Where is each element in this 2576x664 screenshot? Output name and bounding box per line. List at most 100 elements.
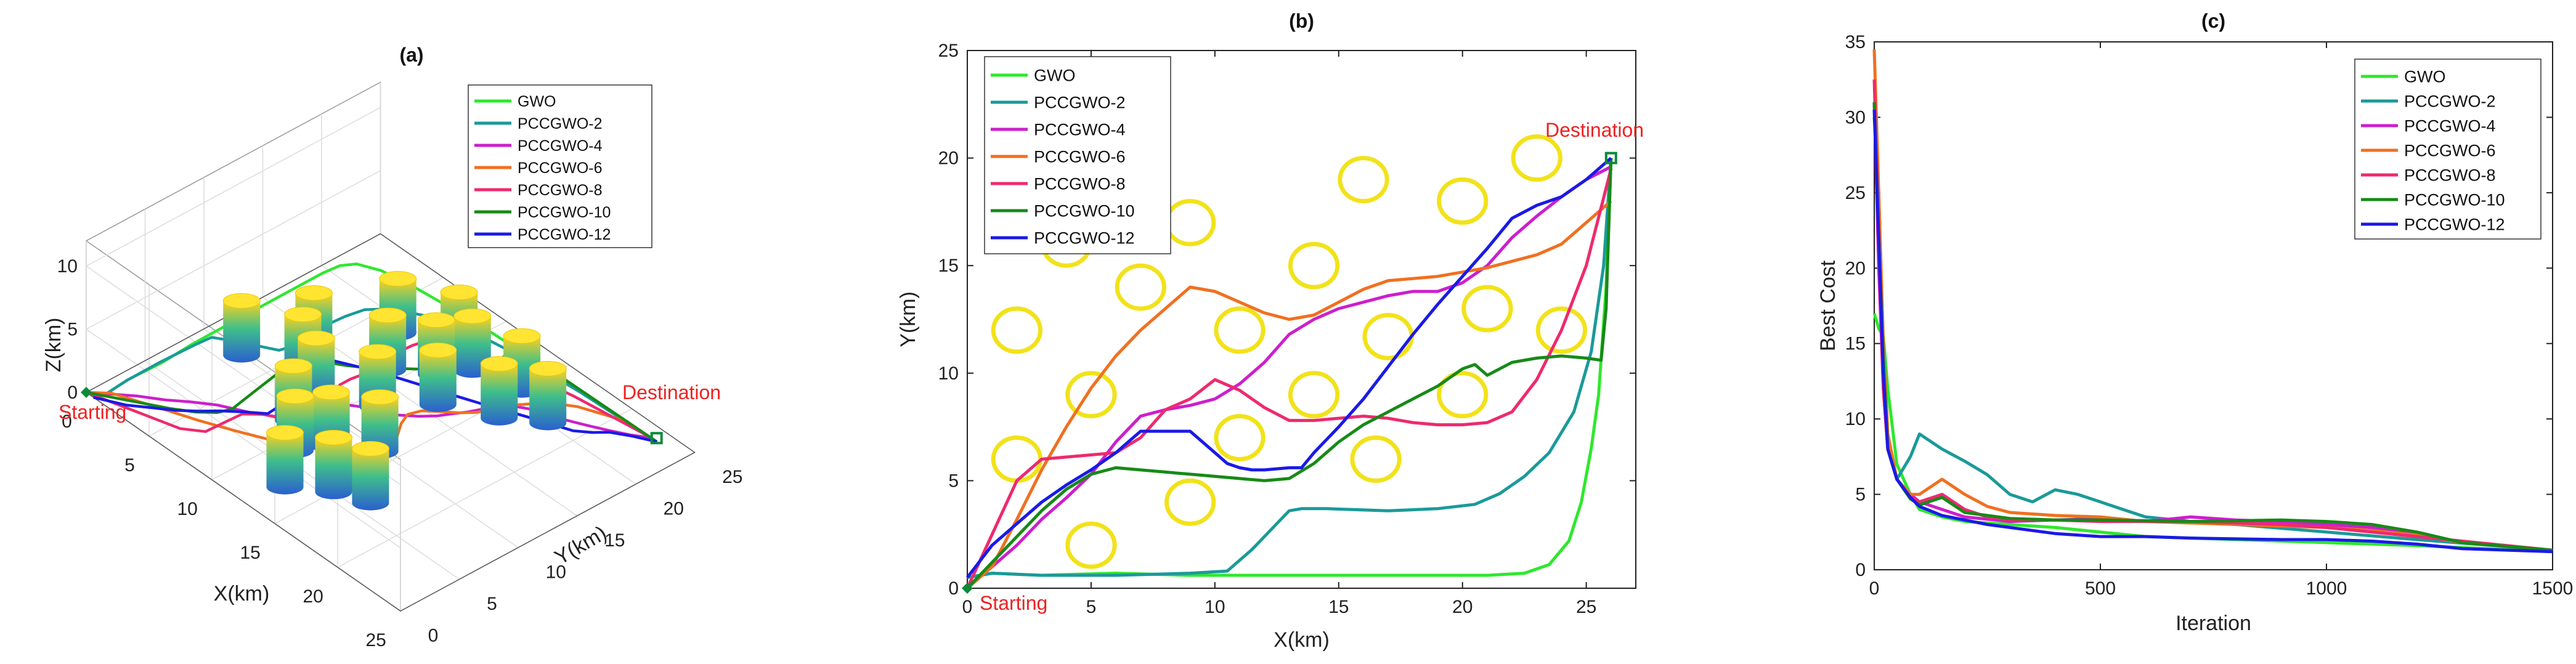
y-tick-label: 10 [1845, 409, 1866, 429]
cylinder-top [222, 293, 261, 309]
cylinder-body [529, 368, 567, 431]
obstacle [1214, 414, 1266, 461]
legend-box [984, 56, 1171, 254]
cylinder-body [352, 448, 389, 511]
obstacle-cylinder [222, 293, 261, 363]
x-tick-label: 500 [2085, 578, 2116, 599]
x-tick-label: 15 [240, 543, 260, 563]
cylinder-body [481, 363, 518, 426]
y-tick-label: 15 [604, 530, 625, 551]
legend-label-pccgwo-4: PCCGWO-4 [518, 137, 603, 155]
z-tick-label: 0 [67, 383, 78, 403]
z-tick-label: 5 [67, 320, 78, 340]
cylinder-top [440, 285, 478, 301]
legend-label-pccgwo-6: PCCGWO-6 [2404, 142, 2496, 160]
y-tick-label: 25 [938, 41, 959, 61]
panel-a-3d-path-chart: 0 5 10 15 20 25 0 5 10 15 20 25 0 5 10 X(km) Y(km) Z(km) (… [42, 44, 742, 650]
y-tick-label: 20 [938, 148, 959, 169]
cylinder-top [312, 384, 351, 400]
legend-label-pccgwo-12: PCCGWO-12 [2404, 216, 2505, 234]
obstacle [1437, 177, 1489, 225]
legend-label-pccgwo-12: PCCGWO-12 [1034, 229, 1135, 248]
cylinder-top [351, 440, 389, 456]
grid-line [337, 408, 632, 568]
y-tick-label: 30 [1845, 107, 1866, 128]
x-tick-label: 10 [177, 499, 197, 519]
cylinder-body [223, 301, 261, 363]
x-tick-label: 25 [365, 630, 386, 650]
cylinder-top [276, 388, 314, 404]
obstacle [1338, 156, 1389, 203]
legend-label-pccgwo-8: PCCGWO-8 [1034, 175, 1126, 193]
y-axis-label: Y(km) [896, 291, 920, 347]
legend-label-pccgwo-8: PCCGWO-8 [518, 182, 603, 199]
y-tick-label: 20 [664, 498, 684, 519]
y-tick-label: 35 [1845, 32, 1866, 52]
cylinder-top [266, 425, 304, 441]
x-tick-label: 1000 [2306, 578, 2347, 599]
obstacle-cylinder [529, 360, 567, 431]
grid-line [86, 107, 381, 267]
obstacle-cylinder [266, 425, 304, 495]
cylinder-top [284, 306, 322, 322]
y-tick-label: 25 [1845, 183, 1866, 203]
cylinder-top [379, 271, 417, 287]
y-tick-label: 10 [938, 363, 959, 384]
obstacle [1115, 263, 1166, 311]
legend-box [468, 84, 652, 248]
x-tick-label: 20 [303, 586, 323, 607]
obstacle [1214, 306, 1266, 354]
legend-label-gwo: GWO [2404, 68, 2446, 86]
cylinder-top [417, 312, 455, 328]
cylinder-top [453, 308, 492, 324]
x-tick-label: 5 [1086, 597, 1097, 617]
y-tick-label: 25 [722, 467, 742, 487]
legend-label-pccgwo-4: PCCGWO-4 [2404, 117, 2496, 136]
obstacle [1065, 521, 1117, 569]
x-tick-label: 0 [62, 411, 72, 432]
x-tick-label: 0 [1869, 578, 1880, 599]
legend-label-pccgwo-2: PCCGWO-2 [518, 115, 603, 132]
y-tick-label: 15 [938, 256, 959, 276]
legend-label-pccgwo-6: PCCGWO-6 [1034, 148, 1126, 166]
x-tick-label: 15 [1328, 597, 1349, 617]
y-axis-label: Best Cost [1816, 260, 1840, 351]
grid-line [86, 170, 381, 330]
series-pccgwo-4 [966, 165, 1612, 589]
destination-marker [650, 432, 663, 445]
destination-label: Destination [1545, 119, 1644, 141]
series-pccgwo-2 [967, 158, 1613, 579]
legend-label-pccgwo-8: PCCGWO-8 [2404, 166, 2496, 185]
legend-label-pccgwo-12: PCCGWO-12 [518, 226, 611, 243]
x-axis-label: X(km) [1274, 628, 1330, 652]
chart-title: (b) [1289, 10, 1314, 32]
legend-label-pccgwo-10: PCCGWO-10 [1034, 202, 1135, 221]
cylinder-top [297, 330, 335, 346]
cylinder-top [480, 356, 518, 372]
z-axis-label: Z(km) [42, 318, 65, 373]
y-tick-label: 5 [487, 594, 497, 614]
cylinder-body [419, 350, 457, 412]
series-pccgwo-12 [966, 156, 1612, 579]
x-tick-label: 0 [962, 597, 973, 617]
x-tick-label: 5 [124, 455, 135, 476]
cylinder-top [503, 328, 541, 344]
obstacle [991, 306, 1043, 354]
obstacle [1164, 478, 1216, 526]
y-tick-label: 0 [428, 625, 439, 646]
obstacle [1350, 435, 1402, 483]
cylinder-top [419, 342, 457, 358]
series-pccgwo-8 [965, 168, 1613, 589]
legend-label-pccgwo-4: PCCGWO-4 [1034, 121, 1126, 139]
x-tick-label: 20 [1452, 597, 1473, 617]
obstacle-cylinder [315, 429, 352, 500]
y-tick-label: 0 [948, 578, 959, 599]
y-tick-label: 5 [948, 471, 959, 491]
obstacle [1065, 371, 1117, 419]
chart-title: (a) [399, 44, 423, 66]
series-pccgwo-6 [966, 200, 1612, 589]
obstacle-cylinder [419, 342, 457, 412]
obstacle [1535, 306, 1588, 354]
cylinder-body [315, 437, 352, 500]
floor-outline [85, 233, 696, 612]
